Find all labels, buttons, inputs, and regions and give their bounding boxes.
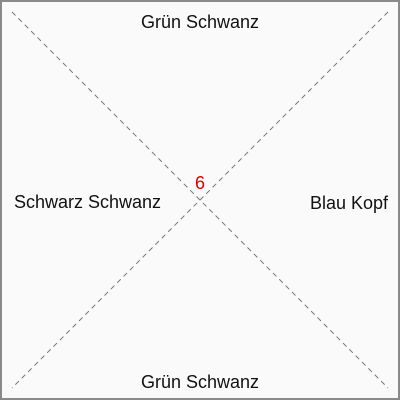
edge-label-left: Schwarz Schwanz xyxy=(14,192,162,212)
edge-label-top: Grün Schwanz xyxy=(140,12,260,32)
tile-number: 6 xyxy=(195,173,206,193)
edge-label-right: Blau Kopf xyxy=(309,193,388,213)
diagonal-top-right-to-bottom-left xyxy=(11,11,389,389)
edge-label-bottom: Grün Schwanz xyxy=(140,372,260,392)
